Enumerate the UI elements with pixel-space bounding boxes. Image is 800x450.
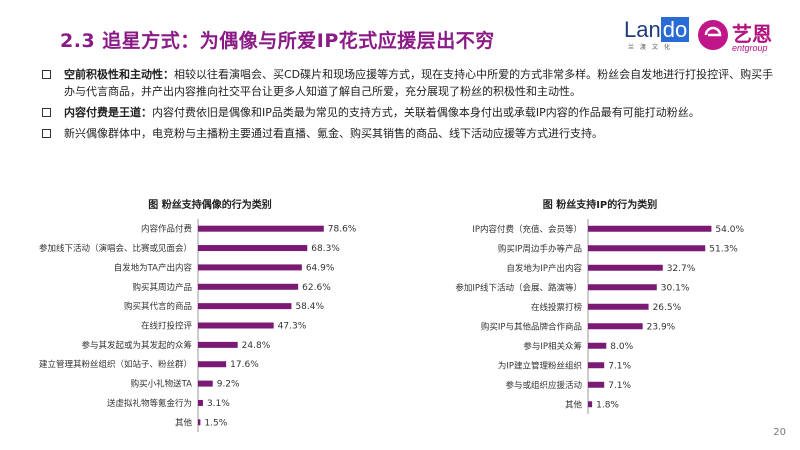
bar [198, 380, 213, 387]
bullet-item: 空前积极性和主动性：相较以往看演唱会、买CD碟片和现场应援等方式，现在支持心中所… [42, 66, 782, 100]
value-label: 58.4% [295, 302, 324, 312]
value-label: 7.1% [608, 361, 631, 371]
ip-support-chart-svg: IP内容付费（充值、会员等） 54.0% 购买IP周边手办等产品 51.3% 自发地为I… [455, 219, 744, 414]
value-label: 7.1% [608, 381, 631, 391]
bar [588, 264, 663, 271]
category-label: 内容作品付费 [141, 224, 193, 235]
category-label: 参加IP线下活动（会展、路演等） [455, 282, 582, 293]
value-label: 51.3% [709, 244, 738, 254]
bullet-box-icon [42, 129, 51, 138]
value-label: 1.8% [596, 400, 619, 410]
bar [198, 264, 302, 271]
bar [588, 225, 712, 232]
idol-support-chart-svg: 内容作品付费 78.6% 参加线下活动（演唱会、比赛或见面会） 68.3% 自发地为TA… [39, 219, 357, 432]
category-label: 在线投票打榜 [531, 302, 583, 313]
category-label: 其他 [565, 399, 583, 410]
bar [588, 284, 657, 291]
category-label: 购买其代言的商品 [124, 301, 192, 312]
bar [198, 245, 308, 252]
category-label: 参加线下活动（演唱会、比赛或见面会） [39, 243, 192, 254]
bullet-text: 内容付费依旧是偶像和IP品类最为常见的支持方式，关联着偶像本身付出或承载IP内容… [152, 106, 700, 119]
category-label: 购买IP周边手办等产品 [498, 243, 582, 254]
value-label: 17.6% [230, 360, 259, 370]
bar [198, 341, 238, 348]
value-label: 30.1% [661, 283, 690, 293]
bullet-text: 相较以往看演唱会、买CD碟片和现场应援等方式，现在支持心中所爱的方式非常多样。粉… [64, 68, 774, 98]
value-label: 62.6% [302, 283, 331, 293]
category-label: 参与其发起或为其发起的众筹 [81, 340, 192, 351]
bar [588, 303, 649, 310]
bar [588, 362, 605, 369]
value-label: 23.9% [647, 322, 676, 332]
bar [198, 322, 274, 329]
bullet-item: 新兴偶像群体中，电竞粉与主播粉主要通过看直播、氪金、购买其销售的商品、线下活动应… [42, 125, 782, 142]
category-label: 购买其周边产品 [132, 282, 192, 293]
value-label: 64.9% [306, 263, 335, 273]
lando-logo-sub: 兰渡文化 [628, 44, 677, 51]
bar [588, 245, 706, 252]
value-label: 1.5% [204, 418, 227, 428]
category-label: IP内容付费（充值、会员等） [472, 224, 582, 235]
category-label: 购买小礼物送TA [131, 379, 193, 390]
lando-logo-text: Lan [624, 17, 661, 42]
category-label: 自发地为TA产出内容 [114, 262, 193, 273]
bar [588, 401, 593, 408]
category-label: 购买IP与其他品牌合作商品 [481, 321, 582, 332]
category-label: 参与IP相关众筹 [523, 341, 582, 352]
value-label: 47.3% [278, 322, 307, 332]
value-label: 9.2% [217, 380, 240, 390]
bar [198, 361, 227, 368]
value-label: 3.1% [207, 399, 230, 409]
bullet-list: 空前积极性和主动性：相较以往看演唱会、买CD碟片和现场应援等方式，现在支持心中所… [42, 66, 782, 146]
bar [198, 225, 324, 232]
entgroup-logo-en: entgroup [732, 43, 768, 53]
bullet-box-icon [42, 70, 51, 79]
page-title: 2.3 追星方式：为偶像与所爱IP花式应援层出不穷 [60, 30, 495, 52]
bar [588, 323, 643, 330]
bar [198, 419, 201, 426]
value-label: 78.6% [328, 225, 357, 235]
value-label: 68.3% [311, 244, 340, 254]
page-number: 20 [773, 427, 786, 438]
entgroup-logo: 艺恩 entgroup [698, 18, 790, 58]
bullet-heading: 内容付费是王道： [64, 106, 152, 119]
value-label: 54.0% [715, 225, 744, 235]
bullet-item: 内容付费是王道：内容付费依旧是偶像和IP品类最为常见的支持方式，关联着偶像本身付… [42, 104, 782, 121]
value-label: 8.0% [610, 342, 633, 352]
idol-support-chart: 图 粉丝支持偶像的行为类别 内容作品付费 78.6% 参加线下活动（演唱会、比赛或见… [20, 196, 400, 436]
bullet-heading: 空前积极性和主动性： [64, 68, 174, 81]
bar [588, 342, 607, 349]
category-label: 自发地为IP产出内容 [506, 263, 582, 274]
lando-logo-highlight: do [660, 17, 690, 42]
category-label: 为IP建立管理粉丝组织 [498, 360, 582, 371]
bar [198, 283, 299, 290]
category-label: 其他 [175, 417, 193, 428]
bullet-text: 新兴偶像群体中，电竞粉与主播粉主要通过看直播、氪金、购买其销售的商品、线下活动应… [64, 127, 603, 140]
ip-support-chart: 图 粉丝支持IP的行为类别 IP内容付费（充值、会员等） 54.0% 购买IP周边手… [410, 196, 790, 436]
value-label: 26.5% [653, 303, 682, 313]
bullet-box-icon [42, 108, 51, 117]
title-accent [0, 20, 40, 54]
entgroup-logo-cn: 艺恩 [732, 22, 772, 46]
bar [198, 303, 292, 310]
value-label: 32.7% [667, 264, 696, 274]
entgroup-logo-icon [698, 20, 728, 50]
category-label: 在线打投控评 [141, 321, 193, 332]
lando-logo: Lando 兰渡文化 [624, 17, 692, 58]
bar [588, 381, 605, 388]
bar [198, 399, 203, 406]
category-label: 参与或组织应援活动 [505, 380, 582, 391]
chart-title: 图 粉丝支持IP的行为类别 [542, 200, 658, 211]
category-label: 建立管理其粉丝组织（如站子、粉丝群） [39, 359, 192, 370]
value-label: 24.8% [242, 341, 271, 351]
chart-title: 图 粉丝支持偶像的行为类别 [148, 200, 272, 211]
category-label: 送虚拟礼物等氪金行为 [107, 398, 192, 409]
